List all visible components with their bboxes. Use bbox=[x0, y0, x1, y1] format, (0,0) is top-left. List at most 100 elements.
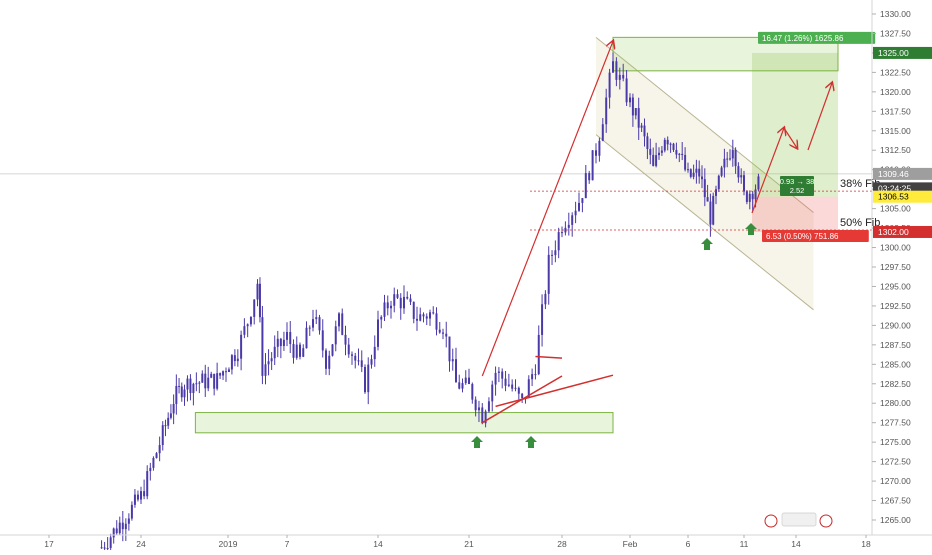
candle-body bbox=[246, 324, 249, 327]
price-tag-bg bbox=[873, 46, 932, 59]
candle-body bbox=[282, 339, 285, 347]
drawings: 38% Fib 50% Fib 16.47 (1.26%) 1625.86 6.53 … bbox=[471, 31, 880, 448]
candle-body bbox=[133, 494, 136, 505]
candle-body bbox=[409, 298, 412, 302]
candle-body bbox=[100, 547, 103, 549]
candle-body bbox=[551, 254, 554, 256]
candle-body bbox=[341, 313, 344, 335]
candle-body bbox=[507, 384, 510, 386]
candle-body bbox=[130, 504, 133, 519]
candle-body bbox=[396, 294, 399, 298]
price-tick-label: 1282.50 bbox=[880, 379, 911, 389]
candle-body bbox=[578, 202, 580, 211]
candle-body bbox=[675, 149, 678, 155]
candle-body bbox=[152, 457, 155, 468]
candle-body bbox=[527, 379, 530, 398]
candle-body bbox=[557, 232, 560, 251]
time-tick-label: 28 bbox=[557, 539, 567, 549]
candle-body bbox=[315, 317, 318, 320]
candle-body bbox=[149, 467, 152, 472]
candle-body bbox=[178, 385, 181, 387]
candle-body bbox=[737, 166, 740, 178]
candle-body bbox=[367, 364, 370, 393]
candle-body bbox=[225, 371, 227, 373]
candle-body bbox=[233, 355, 236, 362]
candle-body bbox=[422, 314, 425, 317]
price-tick-label: 1300.00 bbox=[880, 243, 911, 253]
candle-body bbox=[497, 371, 500, 373]
candle-body bbox=[734, 149, 737, 167]
candle-body bbox=[491, 384, 494, 402]
candle-body bbox=[474, 399, 477, 411]
candle-body bbox=[703, 179, 706, 198]
candle-body bbox=[261, 317, 264, 376]
candle-body bbox=[429, 312, 431, 319]
flag-icon bbox=[764, 514, 778, 528]
candle-body bbox=[445, 333, 448, 337]
candle-body bbox=[554, 250, 557, 256]
price-tick-label: 1290.00 bbox=[880, 320, 911, 330]
candle-body bbox=[249, 316, 252, 325]
candle-body bbox=[115, 528, 118, 534]
candle-body bbox=[207, 377, 210, 389]
candle-body bbox=[331, 344, 334, 356]
candle-body bbox=[598, 140, 601, 156]
candle-body bbox=[487, 401, 490, 412]
candle-body bbox=[180, 386, 183, 398]
candle-body bbox=[612, 61, 614, 73]
candle-body bbox=[511, 384, 514, 389]
candle-body bbox=[175, 385, 178, 404]
candle-body bbox=[547, 254, 550, 294]
candle-body bbox=[155, 453, 158, 458]
candle-body bbox=[305, 327, 308, 349]
fib-38-line-label: 38% Fib bbox=[840, 178, 880, 190]
projection-arrow bbox=[807, 83, 832, 151]
candle-body bbox=[347, 344, 350, 355]
channel-upper-line bbox=[595, 36, 814, 213]
candle-body bbox=[625, 78, 628, 103]
candle-body bbox=[360, 360, 363, 367]
candle-body bbox=[608, 72, 611, 98]
candle-body bbox=[605, 97, 608, 125]
channel-lower-line bbox=[595, 134, 814, 311]
price-tick-label: 1327.50 bbox=[880, 28, 911, 38]
candle-body bbox=[740, 175, 743, 178]
price-tick-label: 1272.50 bbox=[880, 457, 911, 467]
support-zone bbox=[194, 412, 614, 434]
candle-body bbox=[198, 382, 201, 384]
candle-body bbox=[729, 158, 731, 160]
candle-body bbox=[663, 139, 666, 151]
candle-body bbox=[236, 358, 239, 362]
position-profit-zone bbox=[752, 52, 838, 197]
candle-body bbox=[672, 143, 675, 150]
projection-arrow bbox=[783, 127, 797, 148]
price-tick-label: 1285.00 bbox=[880, 359, 911, 369]
price-tag: 03:24:25 bbox=[878, 183, 911, 193]
candle-body bbox=[731, 149, 734, 159]
position-center-bg bbox=[780, 176, 814, 196]
candle-body bbox=[494, 372, 497, 385]
candle-body bbox=[709, 201, 712, 225]
candle-body bbox=[210, 373, 213, 378]
candle-body bbox=[541, 304, 544, 335]
candle-body bbox=[158, 445, 161, 454]
candle-body bbox=[451, 359, 454, 362]
event-badge-icon bbox=[781, 512, 817, 527]
candle-body bbox=[201, 373, 204, 383]
price-tick-label: 1295.00 bbox=[880, 281, 911, 291]
candle-body bbox=[637, 108, 640, 128]
candle-body bbox=[689, 169, 692, 177]
candle-body bbox=[464, 377, 467, 384]
candle-body bbox=[442, 332, 444, 334]
time-tick-label: 21 bbox=[464, 539, 474, 549]
candle-body bbox=[377, 319, 379, 347]
candle-body bbox=[666, 139, 669, 145]
position-loss-zone bbox=[752, 196, 838, 232]
candle-body bbox=[161, 425, 164, 446]
candle-body bbox=[192, 383, 195, 394]
candle-body bbox=[318, 317, 321, 331]
time-tick-label: 11 bbox=[740, 539, 749, 549]
candle-body bbox=[678, 153, 681, 155]
